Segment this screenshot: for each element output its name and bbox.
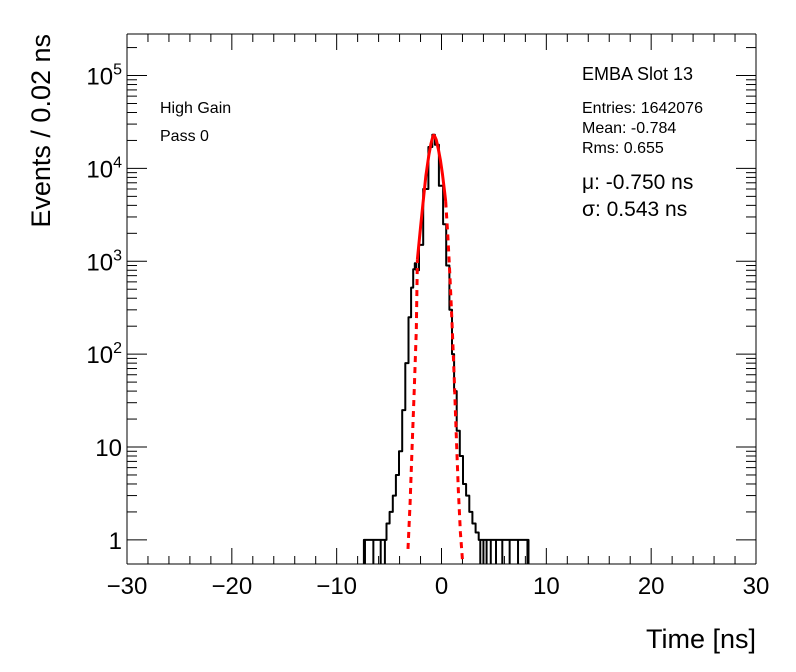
stats-title: EMBA Slot 13 xyxy=(582,64,693,84)
y-axis-label: Events / 0.02 ns xyxy=(26,34,56,228)
annotation-pass: Pass 0 xyxy=(160,128,209,145)
series-fit-dashed-3 xyxy=(444,201,464,561)
axis-ticks xyxy=(126,34,757,564)
x-tick-label: −30 xyxy=(107,573,148,600)
x-tick-label: 0 xyxy=(435,573,448,600)
y-tick-label: 105 xyxy=(86,62,122,91)
x-tick-label: 30 xyxy=(743,573,770,600)
stats-entries: Entries: 1642076 xyxy=(582,100,703,117)
stats-box: EMBA Slot 13 Entries: 1642076 Mean: -0.7… xyxy=(582,64,703,221)
x-tick-label: 20 xyxy=(638,573,665,600)
series-fit-solid-1 xyxy=(415,133,448,260)
x-tick-label: −20 xyxy=(211,573,252,600)
series-histogram-0 xyxy=(362,133,530,564)
y-tick-label: 104 xyxy=(86,154,122,183)
x-tick-label: −10 xyxy=(316,573,357,600)
fit-mu: μ: -0.750 ns xyxy=(582,171,693,194)
x-tick-label: 10 xyxy=(533,573,560,600)
y-tick-label: 10 xyxy=(95,435,122,462)
x-tick-labels: −30 −20 −10 0 10 20 30 xyxy=(107,573,770,600)
data-series xyxy=(362,133,530,564)
stats-rms: Rms: 0.655 xyxy=(582,140,664,157)
fit-sigma: σ: 0.543 ns xyxy=(582,198,687,221)
x-axis-label: Time [ns] xyxy=(646,624,756,654)
y-tick-label: 1 xyxy=(109,528,122,555)
y-tick-label: 102 xyxy=(86,340,122,369)
annotation-high-gain: High Gain xyxy=(160,100,231,117)
y-tick-label: 103 xyxy=(86,247,122,276)
series-fit-dashed-2 xyxy=(406,259,419,549)
y-tick-labels: 1 10 102 103 104 105 xyxy=(86,62,122,555)
stats-mean: Mean: -0.784 xyxy=(582,120,676,137)
